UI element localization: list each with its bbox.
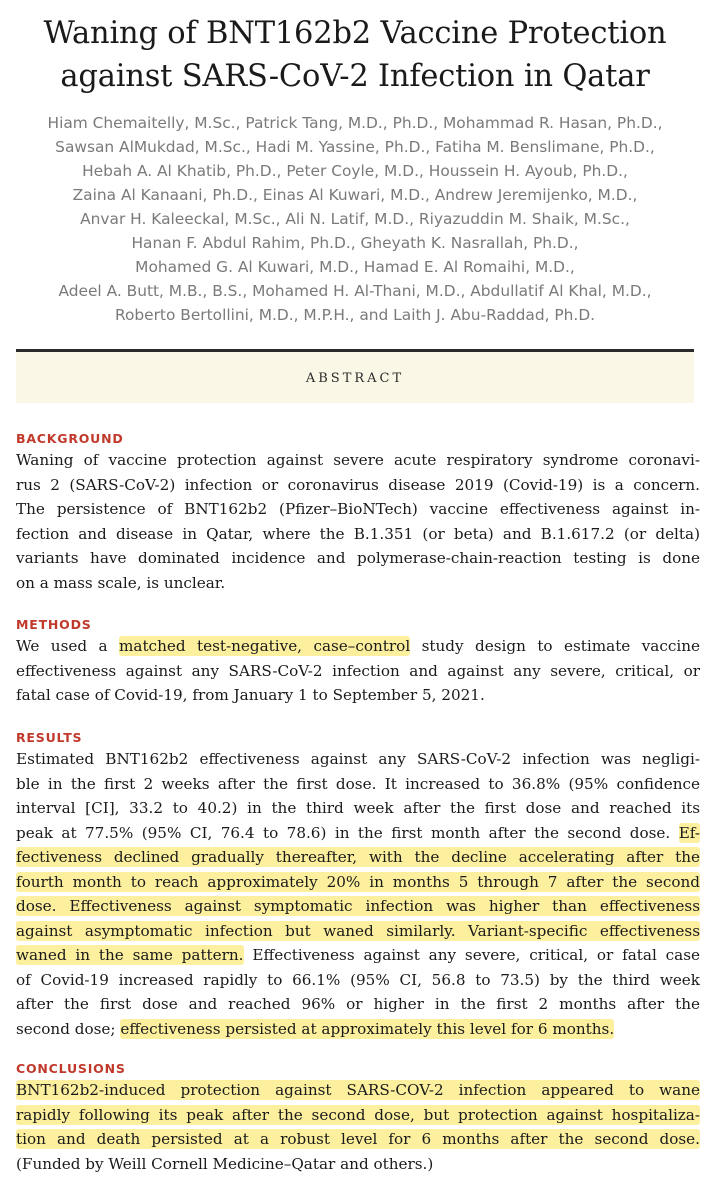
conclusions-body: BNT162b2-induced protection against SARS… bbox=[16, 1078, 700, 1176]
background-body: Waning of vaccine protection against sev… bbox=[16, 448, 700, 595]
text-line: rus 2 (SARS-CoV-2) infection or coronavi… bbox=[16, 475, 700, 494]
text-line: peak at 77.5% (95% CI, 76.4 to 78.6) in … bbox=[16, 821, 700, 846]
text-line: on a mass scale, is unclear. bbox=[16, 573, 226, 592]
text-line: waned in the same pattern. Effectiveness… bbox=[16, 943, 700, 968]
text-run: peak at 77.5% (95% CI, 76.4 to 78.6) in … bbox=[16, 823, 679, 842]
text-run: We used a bbox=[16, 637, 119, 655]
text-line: effectiveness against any SARS-CoV-2 inf… bbox=[16, 661, 700, 680]
methods-section: METHODS We used a matched test-negative,… bbox=[16, 616, 700, 708]
author-line: Mohamed G. Al Kuwari, M.D., Hamad E. Al … bbox=[135, 258, 575, 276]
text-line: interval [CI], 33.2 to 40.2) in the thir… bbox=[16, 799, 700, 817]
text-line: We used a matched test-negative, case–co… bbox=[16, 634, 700, 659]
highlighted-text: against asymptomatic infection but waned… bbox=[16, 920, 700, 941]
abstract-header-bar: ABSTRACT bbox=[16, 349, 694, 403]
background-section: BACKGROUND Waning of vaccine protection … bbox=[16, 430, 700, 595]
text-line: tion and death persisted at a robust lev… bbox=[16, 1127, 700, 1152]
title-line: against SARS-CoV-2 Infection in Qatar bbox=[60, 59, 650, 94]
text-line: of Covid-19 increased rapidly to 66.1% (… bbox=[16, 970, 700, 989]
text-line: Waning of vaccine protection against sev… bbox=[16, 451, 700, 469]
highlighted-text: effectiveness persisted at approximately… bbox=[120, 1018, 615, 1039]
text-line: dose. Effectiveness against symptomatic … bbox=[16, 894, 700, 919]
results-heading: RESULTS bbox=[16, 730, 83, 745]
text-line: fectiveness declined gradually thereafte… bbox=[16, 845, 700, 870]
text-line: The persistence of BNT162b2 (Pfizer–BioN… bbox=[16, 500, 700, 518]
text-line: Estimated BNT162b2 effectiveness against… bbox=[16, 750, 700, 768]
conclusions-heading: CONCLUSIONS bbox=[16, 1061, 126, 1076]
article-title: Waning of BNT162b2 Vaccine Protection ag… bbox=[0, 12, 710, 98]
highlighted-text: rapidly following its peak after the sec… bbox=[16, 1104, 700, 1125]
abstract-label: ABSTRACT bbox=[305, 371, 405, 386]
methods-body: We used a matched test-negative, case–co… bbox=[16, 634, 700, 708]
results-body: Estimated BNT162b2 effectiveness against… bbox=[16, 747, 700, 1041]
text-line: fourth month to reach approximately 20% … bbox=[16, 870, 700, 895]
author-line: Hebah A. Al Khatib, Ph.D., Peter Coyle, … bbox=[82, 162, 628, 180]
author-line: Zaina Al Kanaani, Ph.D., Einas Al Kuwari… bbox=[72, 186, 638, 204]
title-line: Waning of BNT162b2 Vaccine Protection bbox=[43, 16, 667, 51]
text-line: (Funded by Weill Cornell Medicine–Qatar … bbox=[16, 1154, 434, 1173]
text-line: rapidly following its peak after the sec… bbox=[16, 1103, 700, 1128]
text-line: variants have dominated incidence and po… bbox=[16, 549, 700, 567]
author-line: Roberto Bertollini, M.D., M.P.H., and La… bbox=[114, 306, 596, 324]
highlighted-text: fourth month to reach approximately 20% … bbox=[16, 871, 700, 892]
text-line: ble in the first 2 weeks after the first… bbox=[16, 774, 700, 793]
highlighted-text: fectiveness declined gradually thereafte… bbox=[16, 847, 700, 867]
background-heading: BACKGROUND bbox=[16, 431, 124, 446]
author-list: Hiam Chemaitelly, M.Sc., Patrick Tang, M… bbox=[0, 111, 710, 327]
results-section: RESULTS Estimated BNT162b2 effectiveness… bbox=[16, 729, 700, 1041]
highlighted-text: tion and death persisted at a robust lev… bbox=[16, 1129, 700, 1149]
text-line: second dose; effectiveness persisted at … bbox=[16, 1017, 700, 1042]
methods-heading: METHODS bbox=[16, 617, 92, 632]
text-run: second dose; bbox=[16, 1019, 121, 1038]
text-line: fection and disease in Qatar, where the … bbox=[16, 524, 700, 543]
highlighted-text: Ef- bbox=[678, 822, 700, 843]
author-line: Adeel A. Butt, M.B., B.S., Mohamed H. Al… bbox=[58, 282, 652, 300]
author-line: Hanan F. Abdul Rahim, Ph.D., Gheyath K. … bbox=[131, 234, 579, 252]
highlighted-text: dose. Effectiveness against symptomatic … bbox=[16, 896, 700, 916]
text-line: after the first dose and reached 96% or … bbox=[16, 995, 700, 1013]
text-line: fatal case of Covid-19, from January 1 t… bbox=[16, 686, 485, 704]
author-line: Hiam Chemaitelly, M.Sc., Patrick Tang, M… bbox=[47, 114, 663, 132]
text-line: against asymptomatic infection but waned… bbox=[16, 919, 700, 944]
text-run: Effectiveness against any severe, critic… bbox=[243, 946, 700, 964]
text-line: BNT162b2-induced protection against SARS… bbox=[16, 1078, 700, 1103]
highlighted-text: BNT162b2-induced protection against SARS… bbox=[16, 1080, 700, 1100]
text-run: study design to estimate vaccine bbox=[410, 637, 701, 655]
highlighted-text: waned in the same pattern. bbox=[16, 945, 244, 965]
highlighted-text: matched test-negative, case–control bbox=[119, 636, 411, 656]
author-line: Sawsan AlMukdad, M.Sc., Hadi M. Yassine,… bbox=[55, 138, 655, 156]
conclusions-section: CONCLUSIONS BNT162b2-induced protection … bbox=[16, 1060, 700, 1176]
author-line: Anvar H. Kaleeckal, M.Sc., Ali N. Latif,… bbox=[80, 210, 630, 228]
